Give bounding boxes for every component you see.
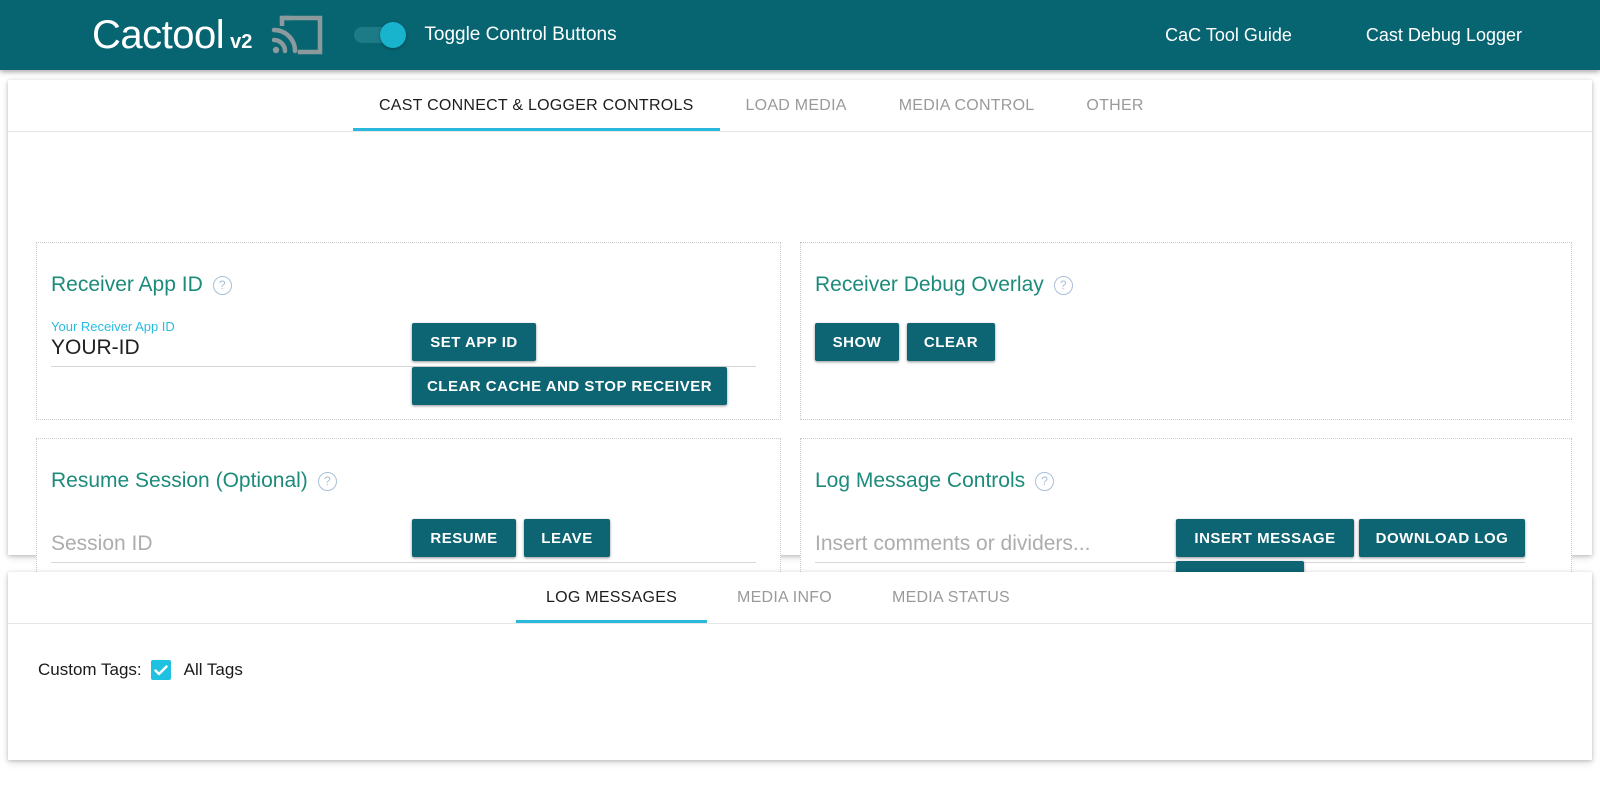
clear-cache-and-stop-receiver-button[interactable]: CLEAR CACHE AND STOP RECEIVER (412, 367, 727, 405)
session-id-placeholder: Session ID (51, 532, 153, 555)
output-tab-bar: LOG MESSAGES MEDIA INFO MEDIA STATUS (8, 572, 1592, 624)
check-icon (153, 664, 168, 675)
set-app-id-button[interactable]: SET APP ID (412, 323, 536, 361)
receiver-app-id-label: Your Receiver App ID (51, 319, 175, 334)
insert-message-button[interactable]: INSERT MESSAGE (1176, 519, 1354, 557)
insert-comment-placeholder: Insert comments or dividers... (815, 532, 1091, 555)
tab-log-messages[interactable]: LOG MESSAGES (516, 572, 708, 623)
card-title-text: Receiver App ID (51, 273, 203, 296)
brand-version: v2 (230, 31, 253, 53)
card-title-text: Log Message Controls (815, 469, 1026, 492)
custom-tags-label: Custom Tags: (38, 660, 142, 679)
header-links: CaC Tool Guide Cast Debug Logger (1165, 25, 1522, 46)
insert-comment-field[interactable]: Insert comments or dividers... (815, 517, 1525, 563)
card-title-receiver-app-id: Receiver App ID ? (51, 273, 232, 297)
app-header: Cactool v2 Toggle Control Buttons CaC To… (0, 0, 1600, 70)
tab-cast-connect-logger-controls[interactable]: CAST CONNECT & LOGGER CONTROLS (353, 80, 720, 131)
receiver-app-id-value: YOUR-ID (51, 336, 140, 359)
help-icon[interactable]: ? (212, 275, 232, 295)
clear-overlay-button[interactable]: CLEAR (907, 323, 995, 361)
tab-other[interactable]: OTHER (1086, 96, 1144, 114)
card-title-log-message-controls: Log Message Controls ? (815, 469, 1055, 493)
download-log-button[interactable]: DOWNLOAD LOG (1359, 519, 1525, 557)
custom-tags-row: Custom Tags: All Tags (38, 660, 243, 680)
brand-name: Cactool (92, 13, 225, 57)
receiver-app-id-field[interactable]: Your Receiver App ID YOUR-ID (51, 319, 756, 367)
show-overlay-button[interactable]: SHOW (815, 323, 899, 361)
controls-tab-bar: CAST CONNECT & LOGGER CONTROLS LOAD MEDI… (8, 80, 1592, 132)
toggle-control-buttons-label: Toggle Control Buttons (424, 24, 617, 45)
help-icon[interactable]: ? (1035, 471, 1055, 491)
brand: Cactool v2 (92, 15, 252, 55)
tab-media-control[interactable]: MEDIA CONTROL (898, 96, 1035, 114)
tab-load-media[interactable]: LOAD MEDIA (745, 96, 847, 114)
card-title-resume-session: Resume Session (Optional) ? (51, 469, 337, 493)
header-link-cac-tool-guide[interactable]: CaC Tool Guide (1165, 24, 1292, 45)
resume-button[interactable]: RESUME (412, 519, 516, 557)
toggle-control-buttons-switch[interactable] (354, 22, 407, 48)
card-title-receiver-debug-overlay: Receiver Debug Overlay ? (815, 273, 1073, 297)
card-receiver-app-id: Receiver App ID ? Your Receiver App ID Y… (36, 242, 781, 420)
help-icon[interactable]: ? (317, 471, 337, 491)
help-icon[interactable]: ? (1053, 275, 1073, 295)
leave-button[interactable]: LEAVE (524, 519, 610, 557)
card-receiver-debug-overlay: Receiver Debug Overlay ? SHOW CLEAR (800, 242, 1572, 420)
switch-knob (380, 22, 407, 48)
all-tags-label: All Tags (183, 660, 243, 679)
all-tags-checkbox[interactable] (150, 660, 171, 680)
tab-media-status[interactable]: MEDIA STATUS (892, 588, 1010, 606)
header-link-cast-debug-logger[interactable]: Cast Debug Logger (1365, 24, 1522, 45)
card-title-text: Resume Session (Optional) (51, 469, 308, 492)
tab-media-info[interactable]: MEDIA INFO (737, 588, 832, 606)
output-panel: LOG MESSAGES MEDIA INFO MEDIA STATUS Cus… (8, 572, 1592, 760)
cast-icon (270, 12, 324, 63)
session-id-field[interactable]: Session ID (51, 517, 756, 563)
card-title-text: Receiver Debug Overlay (815, 273, 1044, 296)
controls-panel: CAST CONNECT & LOGGER CONTROLS LOAD MEDI… (8, 80, 1592, 616)
